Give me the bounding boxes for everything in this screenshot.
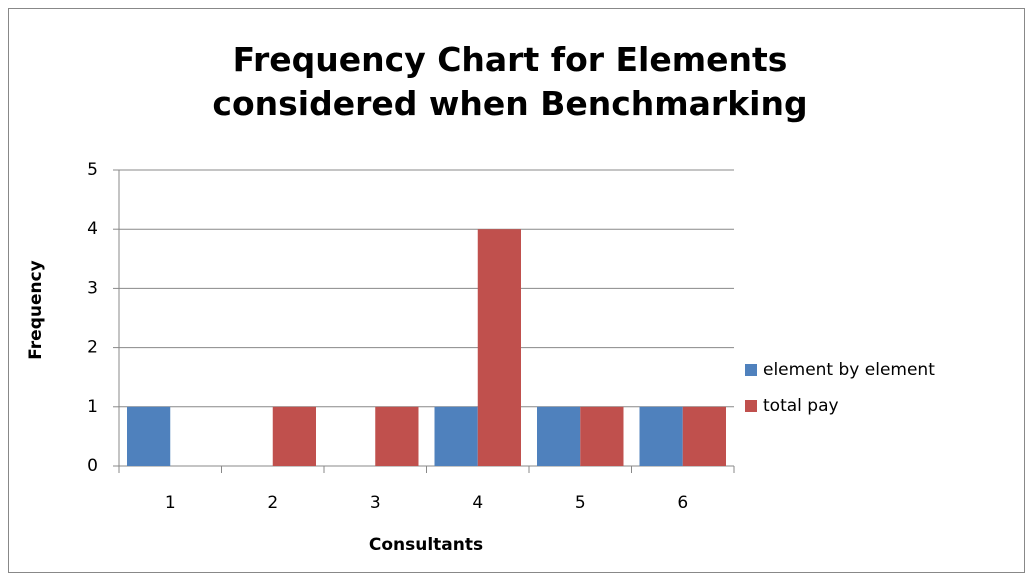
legend-swatch xyxy=(745,364,757,376)
legend-label: element by element xyxy=(763,360,935,380)
y-tick-label: 1 xyxy=(87,397,98,417)
y-tick-label: 4 xyxy=(87,219,98,239)
bar xyxy=(682,406,726,466)
y-tick-label: 0 xyxy=(87,456,98,476)
legend-swatch xyxy=(745,400,757,412)
x-tick-label: 2 xyxy=(267,493,278,513)
bar xyxy=(639,406,683,466)
bar xyxy=(434,406,478,466)
y-tick-label: 3 xyxy=(87,278,98,298)
bar xyxy=(272,406,316,466)
x-tick-label: 1 xyxy=(165,493,176,513)
y-tick-label: 5 xyxy=(87,160,98,180)
bar xyxy=(375,406,419,466)
bar xyxy=(537,406,581,466)
bar xyxy=(127,406,171,466)
y-tick-label: 2 xyxy=(87,338,98,358)
legend-label: total pay xyxy=(763,396,839,416)
y-axis-label: Frequency xyxy=(26,260,46,360)
bar xyxy=(580,406,624,466)
chart-title: Frequency Chart for Elements considered … xyxy=(212,40,808,123)
x-tick-label: 3 xyxy=(370,493,381,513)
x-tick-label: 6 xyxy=(677,493,688,513)
x-axis-label: Consultants xyxy=(369,535,483,555)
x-tick-label: 5 xyxy=(575,493,586,513)
bar xyxy=(477,229,521,466)
x-tick-label: 4 xyxy=(472,493,483,513)
